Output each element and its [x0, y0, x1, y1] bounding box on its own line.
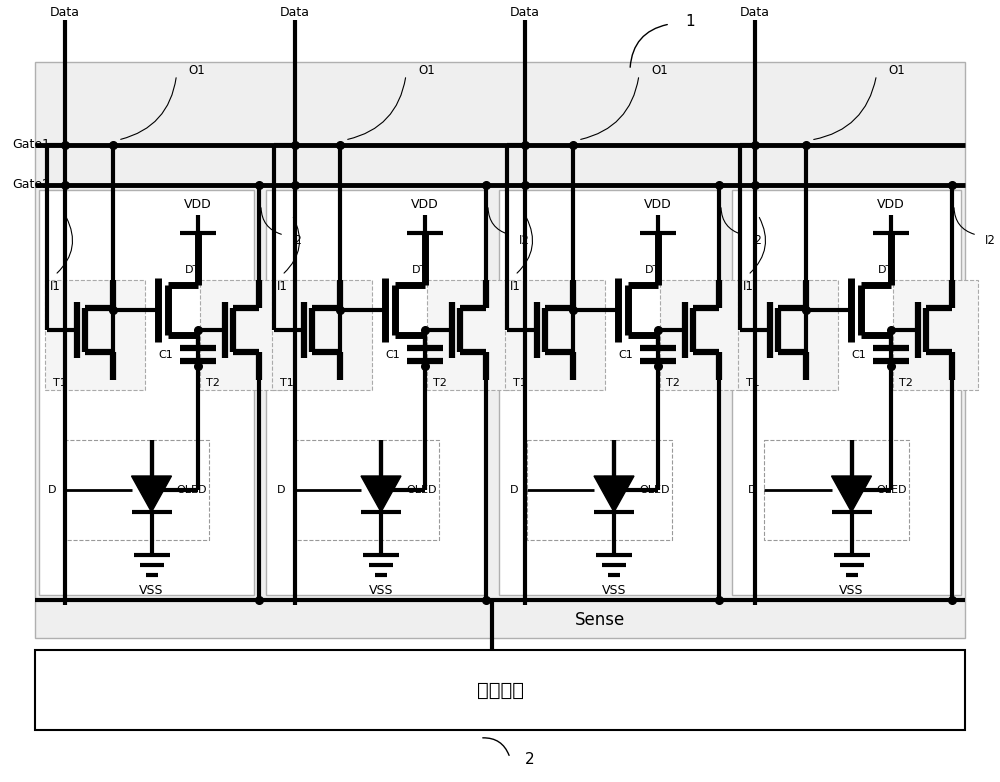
Bar: [35, 650, 965, 730]
Text: OLED: OLED: [176, 485, 207, 495]
Text: DT: DT: [645, 265, 660, 275]
Text: VSS: VSS: [369, 583, 393, 597]
Text: T2: T2: [433, 378, 447, 388]
Text: I2: I2: [292, 234, 303, 246]
Text: I2: I2: [752, 234, 763, 246]
Text: VDD: VDD: [411, 199, 439, 211]
Text: T1: T1: [53, 378, 67, 388]
Bar: [526, 440, 672, 540]
Bar: [738, 280, 838, 390]
Text: O1: O1: [188, 63, 205, 77]
Text: T2: T2: [206, 378, 220, 388]
Bar: [45, 280, 145, 390]
Text: C1: C1: [851, 350, 866, 360]
Text: DT: DT: [878, 265, 893, 275]
Text: T2: T2: [899, 378, 913, 388]
Text: OLED: OLED: [639, 485, 670, 495]
Text: O1: O1: [418, 63, 435, 77]
Bar: [732, 190, 961, 595]
Text: I1: I1: [743, 281, 754, 293]
Text: 2: 2: [525, 752, 535, 767]
Bar: [266, 190, 486, 595]
Bar: [660, 280, 745, 390]
Text: OLED: OLED: [406, 485, 436, 495]
Polygon shape: [361, 476, 401, 512]
Polygon shape: [132, 476, 172, 512]
Bar: [39, 190, 254, 595]
Polygon shape: [832, 476, 872, 512]
Text: D: D: [748, 485, 756, 495]
Text: I2: I2: [519, 234, 530, 246]
Text: T1: T1: [746, 378, 760, 388]
Text: Data: Data: [50, 5, 80, 19]
Text: VSS: VSS: [139, 583, 164, 597]
Text: C1: C1: [618, 350, 633, 360]
Text: VDD: VDD: [184, 199, 212, 211]
Text: VSS: VSS: [602, 583, 626, 597]
Polygon shape: [594, 476, 634, 512]
Bar: [272, 280, 372, 390]
Text: Data: Data: [740, 5, 770, 19]
Bar: [427, 280, 512, 390]
Text: T1: T1: [280, 378, 294, 388]
Bar: [64, 440, 209, 540]
Text: O1: O1: [651, 63, 668, 77]
Text: D: D: [510, 485, 518, 495]
Text: DT: DT: [412, 265, 427, 275]
Text: I2: I2: [985, 234, 996, 246]
Bar: [764, 440, 909, 540]
Text: I1: I1: [510, 281, 521, 293]
Text: C1: C1: [385, 350, 400, 360]
Bar: [35, 62, 965, 638]
Text: I1: I1: [277, 281, 288, 293]
Bar: [294, 440, 438, 540]
Bar: [893, 280, 978, 390]
Bar: [505, 280, 605, 390]
Text: DT: DT: [185, 265, 200, 275]
Text: VDD: VDD: [644, 199, 672, 211]
Text: T2: T2: [666, 378, 680, 388]
Text: VDD: VDD: [877, 199, 905, 211]
Text: D: D: [48, 485, 56, 495]
Text: Sense: Sense: [575, 611, 625, 629]
Text: O1: O1: [889, 63, 905, 77]
Text: Gate1: Gate1: [12, 138, 50, 152]
Bar: [499, 190, 719, 595]
Text: Data: Data: [280, 5, 310, 19]
Text: T1: T1: [513, 378, 527, 388]
Text: D: D: [277, 485, 286, 495]
Text: 驱动芯片: 驱动芯片: [477, 680, 524, 700]
Text: Gate2: Gate2: [12, 178, 50, 192]
Bar: [200, 280, 285, 390]
Text: I1: I1: [50, 281, 61, 293]
Text: C1: C1: [158, 350, 173, 360]
Text: Data: Data: [510, 5, 540, 19]
Text: VSS: VSS: [839, 583, 864, 597]
Text: 1: 1: [685, 15, 695, 30]
Text: OLED: OLED: [876, 485, 907, 495]
